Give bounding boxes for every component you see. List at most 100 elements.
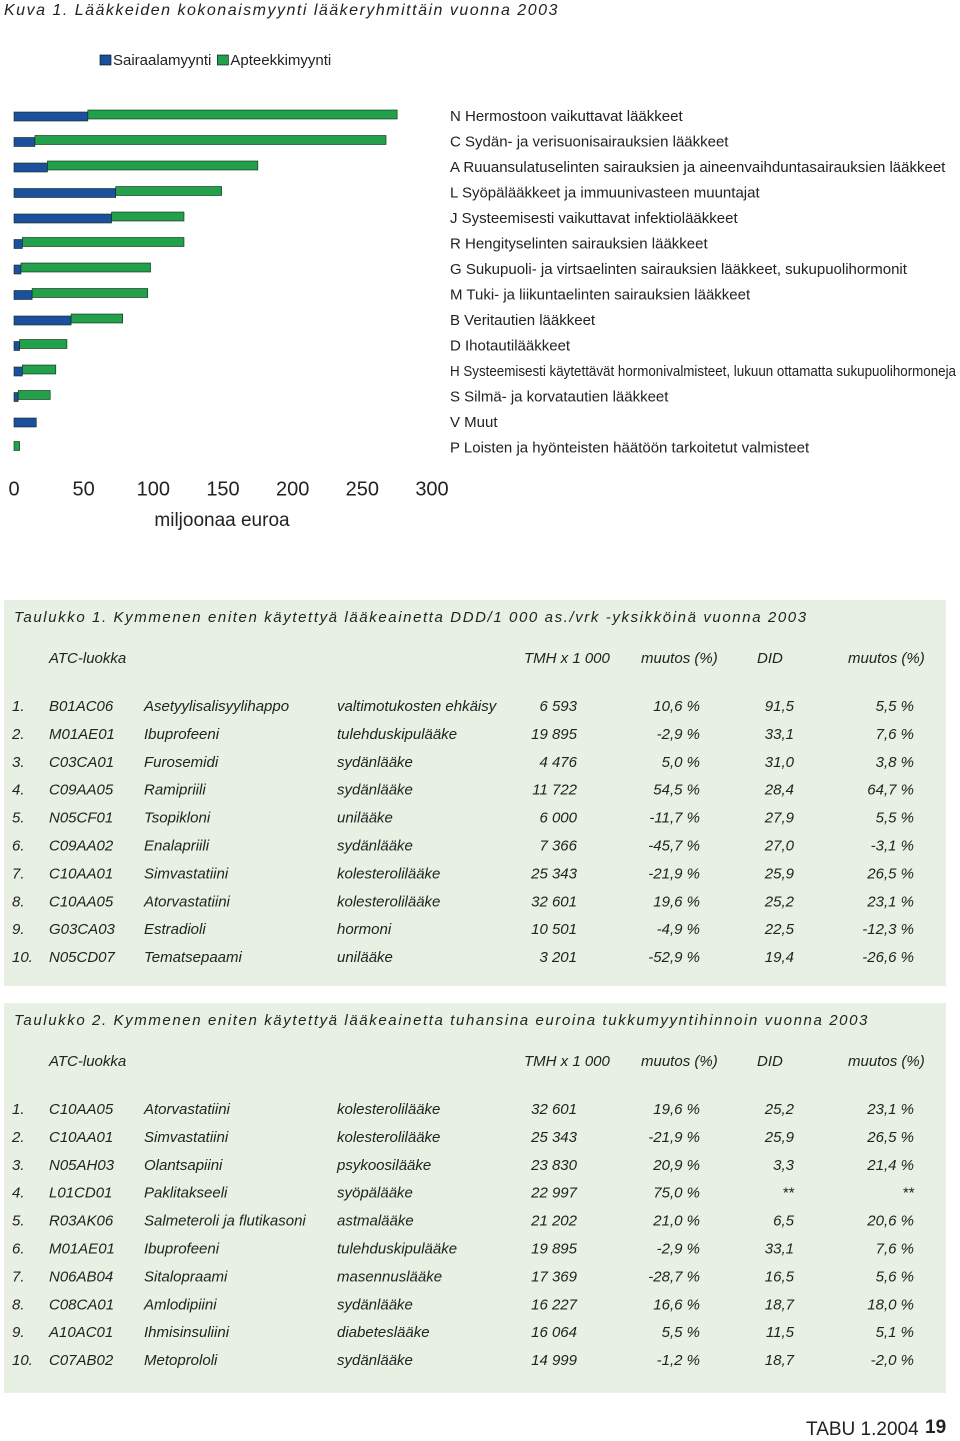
table-cell: 10,6 %	[653, 698, 700, 715]
x-tick-label: 100	[137, 478, 170, 500]
bar	[13, 188, 117, 198]
table-cell: 16,5	[765, 1268, 795, 1285]
table-cell: sydänlääke	[337, 837, 413, 854]
table-cell: 23,1 %	[866, 1101, 914, 1118]
bar	[22, 364, 57, 375]
table-cell: 2.	[11, 726, 25, 743]
category-label: N Hermostoon vaikuttavat lääkkeet	[450, 108, 683, 125]
category-label: V Muut	[450, 414, 498, 431]
x-tick-label: 200	[276, 478, 309, 500]
table-cell: 9.	[12, 921, 25, 938]
x-tick-label: 0	[8, 478, 19, 500]
table-cell: Ihmisinsuliini	[144, 1324, 230, 1341]
category-label: L Syöpälääkkeet ja immuunivasteen muunta…	[450, 184, 760, 201]
table-cell: Metoprololi	[144, 1352, 218, 1369]
table-cell: -21,9 %	[648, 1129, 700, 1146]
table-cell: Ibuprofeeni	[144, 1240, 220, 1257]
table-cell: 18,7	[765, 1296, 795, 1313]
table-cell: masennuslääke	[337, 1268, 442, 1285]
column-header: TMH x 1 000	[524, 1053, 611, 1070]
bar	[13, 111, 89, 122]
table-cell: 23,1 %	[866, 893, 914, 910]
table-cell: 5,5 %	[876, 698, 914, 715]
column-header: ATC-luokka	[48, 650, 126, 667]
bar	[13, 239, 23, 249]
bar	[13, 392, 19, 402]
table-cell: 19,6 %	[653, 1101, 700, 1118]
category-label: G Sukupuoli- ja virtsaelinten sairauksie…	[450, 261, 908, 278]
table-cell: tulehduskipulääke	[337, 726, 457, 743]
table-cell: 26,5 %	[866, 865, 914, 882]
table-cell: **	[782, 1185, 795, 1202]
table-cell: unilääke	[337, 949, 393, 966]
table-cell: 3.	[12, 1157, 25, 1174]
table-cell: Ramipriili	[144, 782, 206, 799]
bar	[47, 160, 259, 171]
category-label: A Ruuansulatuselinten sairauksien ja ain…	[450, 159, 946, 176]
category-label: H Systeemisesti käytettävät hormonivalmi…	[450, 363, 957, 380]
table-title: Taulukko 2. Kymmenen eniten käytettyä lä…	[14, 1012, 869, 1029]
table-title: Taulukko 1. Kymmenen eniten käytettyä lä…	[14, 609, 808, 626]
table-cell: 16,6 %	[653, 1296, 700, 1313]
table-background	[4, 600, 946, 986]
table-cell: 21 202	[530, 1213, 578, 1230]
figure-caption: Kuva 1. Lääkkeiden kokonaismyynti lääker…	[4, 2, 559, 19]
table-cell: 27,9	[764, 810, 795, 827]
table-cell: C10AA05	[49, 1101, 114, 1118]
table-cell: 91,5	[765, 698, 795, 715]
table-cell: R03AK06	[49, 1213, 114, 1230]
page-number: 19	[925, 1417, 946, 1438]
table-cell: 22,5	[764, 921, 795, 938]
table-cell: 2.	[11, 1129, 25, 1146]
table-cell: 6 593	[539, 698, 577, 715]
table-cell: Amlodipiini	[143, 1296, 217, 1313]
table-cell: 75,0 %	[653, 1185, 700, 1202]
x-axis-title: miljoonaa euroa	[154, 510, 290, 531]
bar	[115, 186, 222, 196]
table-cell: 22 997	[530, 1185, 578, 1202]
table-cell: 31,0	[765, 754, 795, 771]
table-cell: N06AB04	[49, 1268, 113, 1285]
category-label: C Sydän- ja verisuonisairauksien lääkkee…	[450, 133, 729, 150]
table-cell: -1,2 %	[657, 1352, 700, 1369]
table-cell: 8.	[12, 893, 25, 910]
table-cell: 3.	[12, 754, 25, 771]
bar	[13, 162, 48, 173]
table-cell: diabeteslääke	[337, 1324, 430, 1341]
table-cell: Salmeteroli ja flutikasoni	[144, 1213, 306, 1230]
table-cell: 19 895	[531, 1240, 578, 1257]
table-cell: hormoni	[337, 921, 392, 938]
bar	[13, 137, 36, 147]
table-cell: C09AA02	[49, 837, 114, 854]
table-cell: 7.	[12, 865, 25, 882]
bar	[70, 313, 123, 324]
table-cell: kolesterolilääke	[337, 893, 440, 910]
table-cell: astmalääke	[337, 1213, 414, 1230]
table-cell: Sitalopraami	[144, 1268, 228, 1285]
category-label: R Hengityselinten sairauksien lääkkeet	[450, 235, 708, 252]
table-cell: -2,0 %	[871, 1352, 914, 1369]
table-cell: Simvastatiini	[144, 1129, 229, 1146]
table-cell: 14 999	[531, 1352, 578, 1369]
table-cell: 64,7 %	[867, 782, 914, 799]
bar	[13, 417, 37, 428]
table-cell: 25,2	[764, 1101, 795, 1118]
table-cell: 10.	[12, 1352, 33, 1369]
legend-label: Sairaalamyynti	[113, 52, 211, 69]
column-header: muutos (%)	[848, 650, 925, 667]
table-cell: 33,1	[765, 1240, 794, 1257]
table-cell: -45,7 %	[648, 837, 700, 854]
table-cell: 5,5 %	[876, 810, 914, 827]
bar	[13, 290, 33, 300]
table-cell: 33,1	[765, 726, 794, 743]
table-cell: 3,3	[773, 1157, 795, 1174]
table-cell: Simvastatiini	[144, 865, 229, 882]
table-cell: C07AB02	[49, 1352, 114, 1369]
bar	[13, 441, 20, 451]
bar	[20, 262, 151, 273]
table-cell: M01AE01	[49, 726, 115, 743]
table-cell: 7,6 %	[876, 1240, 914, 1257]
table-cell: N05AH03	[49, 1157, 115, 1174]
table-cell: -3,1 %	[871, 837, 914, 854]
